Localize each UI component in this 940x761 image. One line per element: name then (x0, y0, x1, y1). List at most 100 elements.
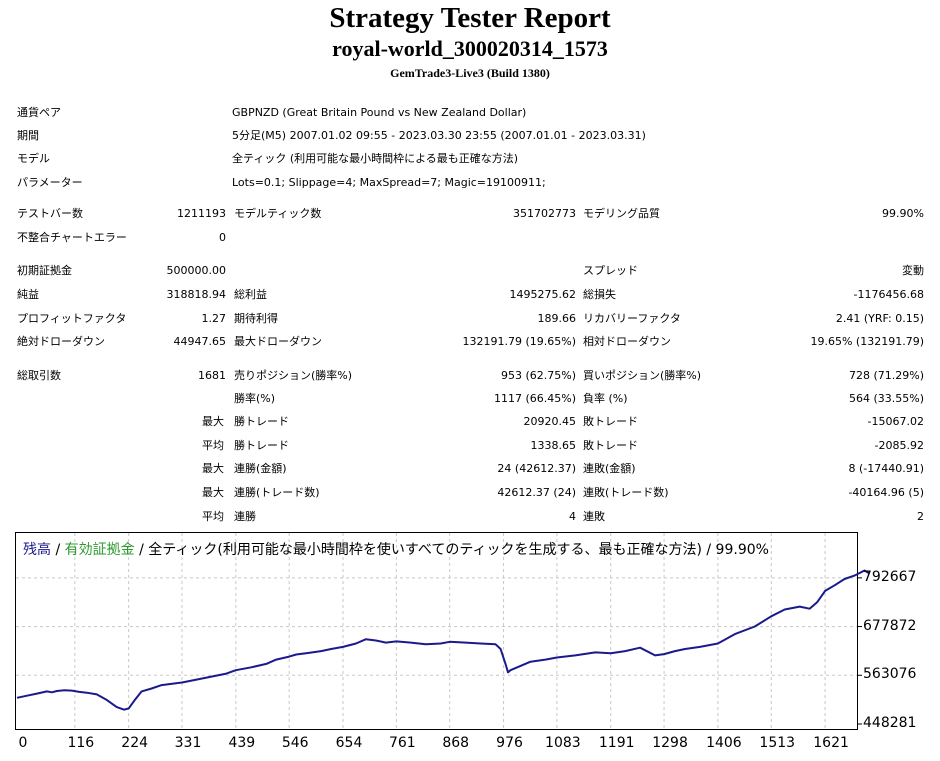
x-tick-label: 1083 (545, 735, 581, 751)
ticks-label: モデルティック数 (234, 207, 322, 220)
max-consec-loss-amt-label: 連敗(金額) (583, 462, 636, 475)
avg-consec-loss-label: 連敗 (583, 510, 605, 523)
balance-chart-svg (15, 532, 871, 730)
period-label: 期間 (17, 129, 39, 142)
y-tick-label: 563076 (863, 666, 917, 683)
y-tick-label: 677872 (863, 617, 917, 634)
x-tick-label: 976 (496, 735, 523, 751)
x-tick-label: 1191 (598, 735, 635, 751)
avg-consec-loss-value: 2 (917, 510, 924, 523)
max-consec-win-cnt-value: 42612.37 (24) (497, 486, 576, 499)
balance-chart: 残高 / 有効証拠金 / 全ティック(利用可能な最小時間枠を使いすべてのティック… (15, 532, 927, 758)
mismatch-value: 0 (219, 231, 226, 244)
gross-loss-value: -1176456.68 (853, 288, 924, 301)
x-tick-label: 116 (67, 735, 95, 751)
x-tick-label: 439 (228, 735, 256, 751)
pair-value: GBPNZD (Great Britain Pound vs New Zeala… (232, 106, 527, 119)
avg-consec-win-label: 連勝 (234, 510, 256, 523)
balance-series-line (16, 569, 871, 711)
long-pos-value: 728 (71.29%) (848, 369, 924, 382)
gross-profit-value: 1495275.62 (509, 288, 576, 301)
total-trades-label: 総取引数 (17, 369, 61, 382)
largest-win-label: 勝トレード (234, 415, 289, 428)
model-label: モデル (17, 152, 50, 165)
quality-value: 99.90% (882, 207, 924, 220)
server-name: GemTrade3-Live3 (Build 1380) (390, 66, 550, 80)
legend-description: / 全ティック(利用可能な最小時間枠を使いすべてのティックを生成する、最も正確な… (134, 542, 769, 558)
report-subtitle: royal-world_300020314_1573 (332, 36, 608, 61)
avg-consec-qualifier: 平均 (202, 510, 224, 523)
net-profit-value: 318818.94 (166, 288, 227, 301)
max-consec-cnt-qualifier: 最大 (202, 486, 224, 499)
max-drawdown-label: 最大ドローダウン (234, 335, 322, 348)
legend-separator: / (51, 542, 65, 558)
spread-value: 変動 (902, 264, 924, 277)
max-consec-win-cnt-label: 連勝(トレード数) (234, 486, 320, 499)
max-consec-win-amt-label: 連勝(金額) (234, 462, 287, 475)
bars-label: テストバー数 (17, 207, 83, 220)
plot-frame (15, 532, 858, 730)
params-label: パラメーター (17, 176, 83, 189)
x-tick-label: 1513 (759, 735, 796, 751)
loss-pct-value: 564 (33.55%) (848, 392, 924, 405)
x-tick-label: 761 (388, 735, 416, 751)
x-tick-label: 654 (335, 735, 363, 751)
avg-loss-value: -2085.92 (874, 439, 924, 452)
rel-drawdown-value: 19.65% (132191.79) (810, 335, 924, 348)
win-pct-value: 1117 (66.45%) (493, 392, 576, 405)
x-tick-label: 331 (174, 735, 202, 751)
max-drawdown-value: 132191.79 (19.65%) (462, 335, 576, 348)
max-consec-loss-cnt-value: -40164.96 (5) (848, 486, 924, 499)
avg-consec-win-value: 4 (569, 510, 576, 523)
max-consec-amt-qualifier: 最大 (202, 462, 224, 475)
spread-label: スプレッド (583, 264, 638, 277)
deposit-label: 初期証拠金 (17, 264, 72, 277)
long-pos-label: 買いポジション(勝率%) (583, 369, 702, 382)
max-consec-loss-cnt-label: 連敗(トレード数) (583, 486, 669, 499)
short-pos-label: 売りポジション(勝率%) (234, 369, 353, 382)
largest-loss-value: -15067.02 (867, 415, 924, 428)
average-qualifier: 平均 (202, 439, 224, 452)
period-value: 5分足(M5) 2007.01.02 09:55 - 2023.03.30 23… (232, 129, 646, 142)
recovery-factor-value: 2.41 (YRF: 0.15) (835, 312, 924, 325)
abs-drawdown-value: 44947.65 (173, 335, 227, 348)
x-tick-label: 868 (442, 735, 470, 751)
avg-loss-label: 敗トレード (583, 439, 638, 452)
report-title: Strategy Tester Report (329, 2, 611, 34)
avg-win-value: 1338.65 (530, 439, 577, 452)
largest-loss-label: 敗トレード (583, 415, 638, 428)
params-value: Lots=0.1; Slippage=4; MaxSpread=7; Magic… (232, 176, 546, 189)
recovery-factor-label: リカバリーファクタ (583, 312, 681, 325)
mismatch-label: 不整合チャートエラー (17, 231, 127, 244)
pair-label: 通貨ペア (17, 106, 61, 119)
x-tick-label: 546 (281, 735, 309, 751)
profit-factor-label: プロフィットファクタ (17, 312, 127, 325)
x-tick-label: 0 (18, 735, 28, 751)
avg-win-label: 勝トレード (234, 439, 289, 452)
expected-payoff-label: 期待利得 (234, 312, 278, 325)
max-consec-win-amt-value: 24 (42612.37) (497, 462, 576, 475)
y-tick-label: 448281 (863, 715, 917, 731)
bars-value: 1211193 (177, 207, 226, 220)
x-tick-label: 1298 (652, 735, 688, 751)
total-trades-value: 1681 (198, 369, 226, 382)
loss-pct-label: 負率 (%) (583, 392, 628, 405)
gross-loss-label: 総損失 (583, 288, 616, 301)
profit-factor-value: 1.27 (201, 312, 227, 325)
legend-balance: 残高 (23, 542, 51, 558)
largest-win-value: 20920.45 (523, 415, 577, 428)
legend-equity: 有効証拠金 (64, 542, 135, 558)
model-value: 全ティック (利用可能な最小時間枠による最も正確な方法) (232, 152, 519, 165)
abs-drawdown-label: 絶対ドローダウン (17, 335, 105, 348)
ticks-value: 351702773 (513, 207, 576, 220)
deposit-value: 500000.00 (166, 264, 227, 277)
max-consec-loss-amt-value: 8 (-17440.91) (848, 462, 924, 475)
net-profit-label: 純益 (17, 288, 39, 301)
rel-drawdown-label: 相対ドローダウン (583, 335, 671, 348)
gross-profit-label: 総利益 (234, 288, 267, 301)
largest-qualifier: 最大 (202, 415, 224, 428)
quality-label: モデリング品質 (583, 207, 660, 220)
chart-legend: 残高 / 有効証拠金 / 全ティック(利用可能な最小時間枠を使いすべてのティック… (23, 539, 769, 559)
x-tick-label: 1406 (706, 735, 742, 751)
short-pos-value: 953 (62.75%) (500, 369, 576, 382)
